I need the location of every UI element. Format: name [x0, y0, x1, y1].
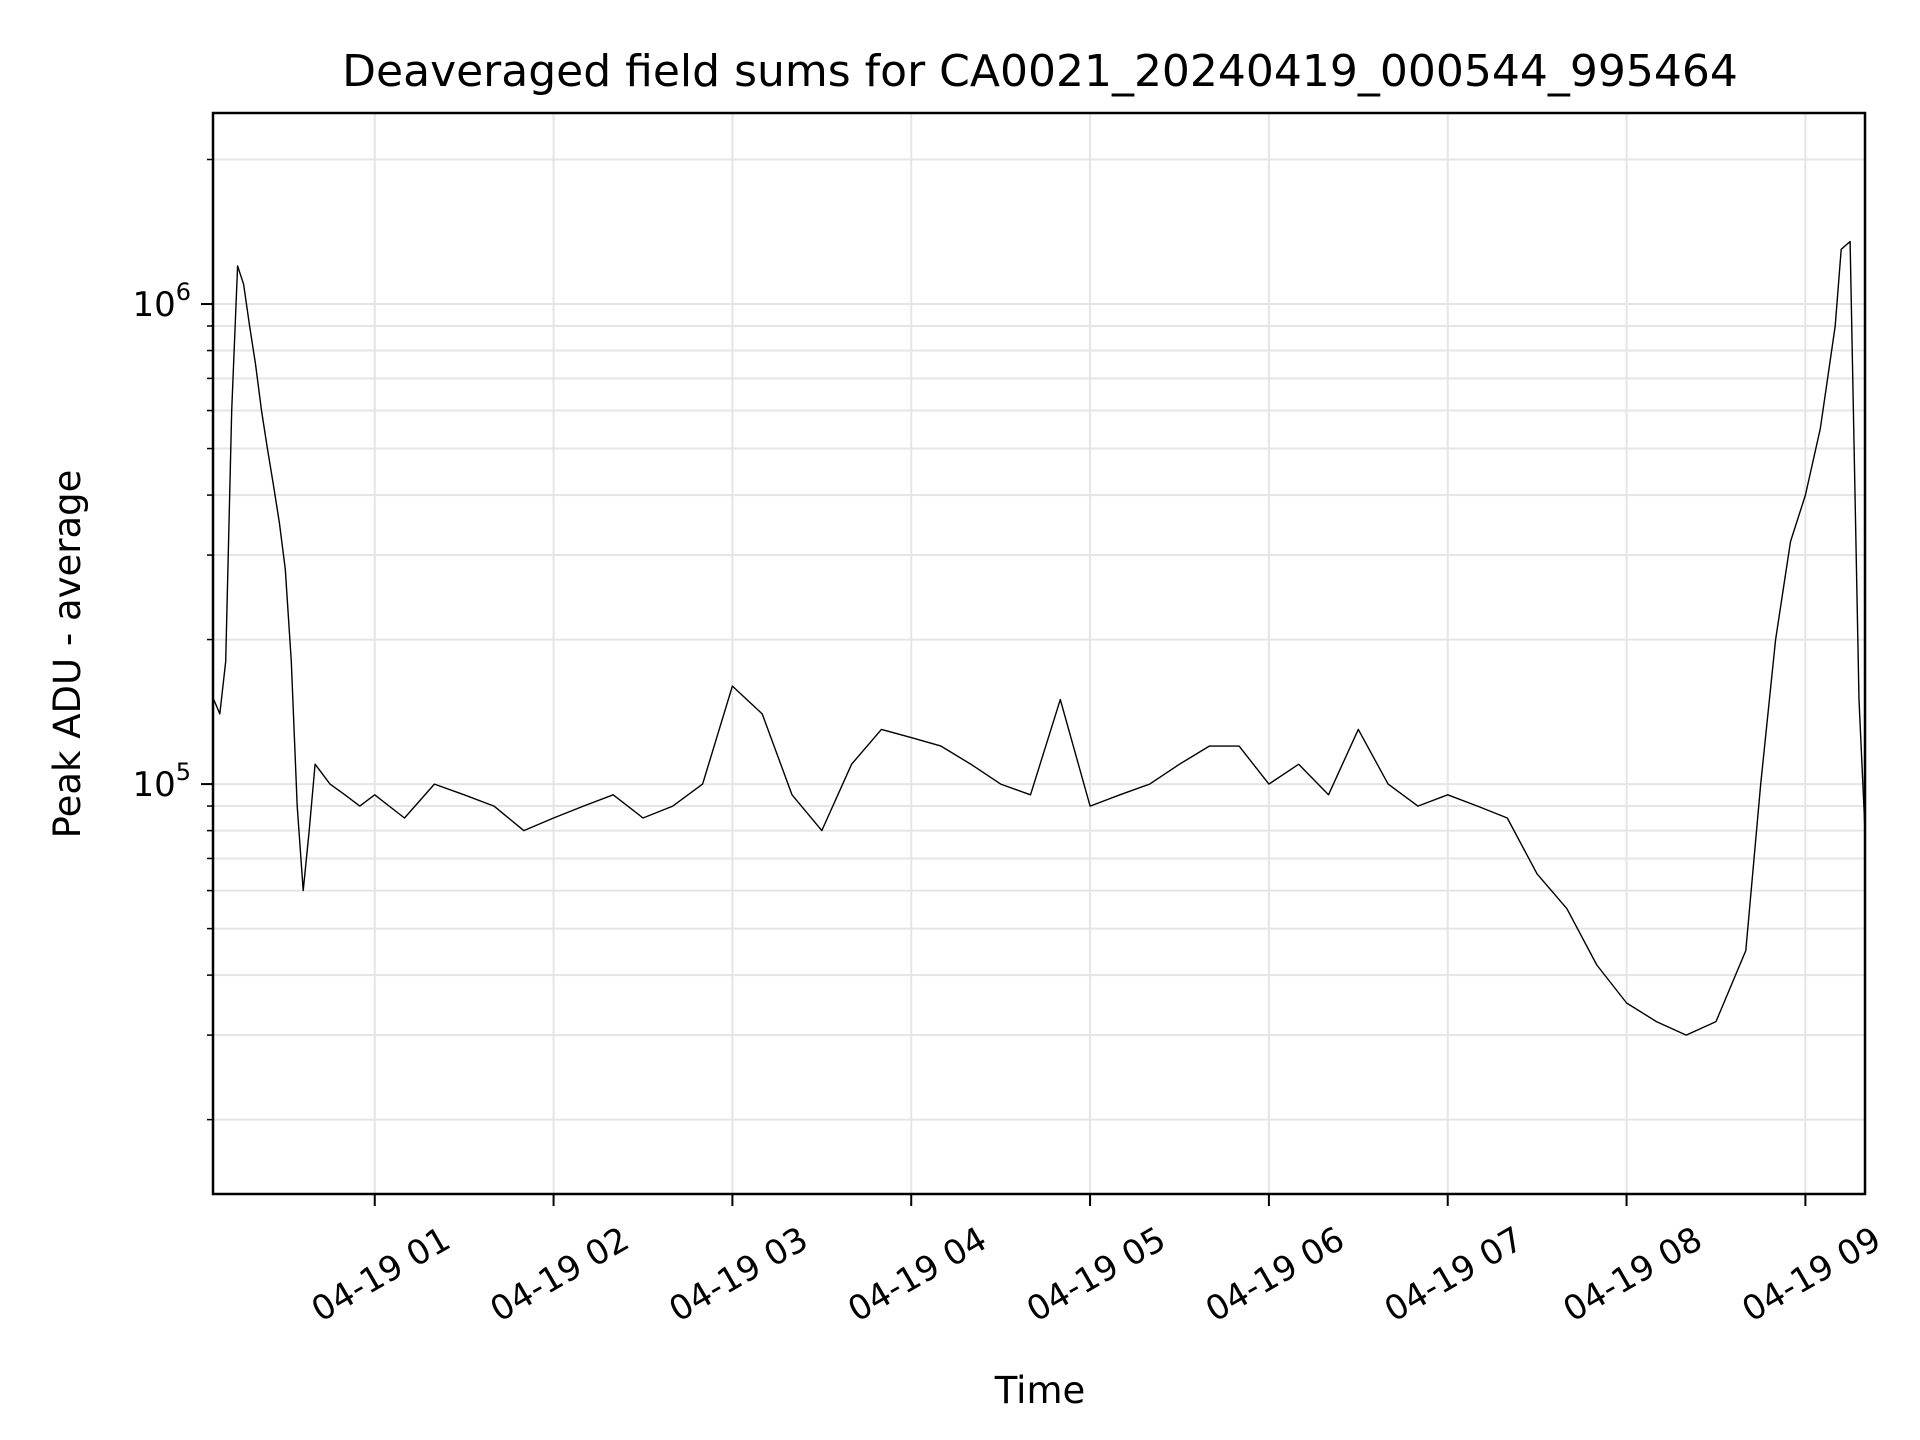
chart-title: Deaveraged field sums for CA0021_2024041… — [342, 46, 1738, 97]
series-line — [213, 240, 1866, 1036]
y-tick-label: 106 — [132, 278, 191, 325]
data-series — [213, 240, 1866, 1036]
y-axis-ticks: 105 106 — [132, 158, 213, 1121]
y-axis-label: Peak ADU - average — [46, 470, 89, 839]
y-tick-label: 105 — [132, 758, 191, 805]
x-axis-label: Time — [994, 1369, 1086, 1412]
plot-frame — [211, 111, 1867, 1196]
grid-lines — [213, 113, 1865, 1194]
